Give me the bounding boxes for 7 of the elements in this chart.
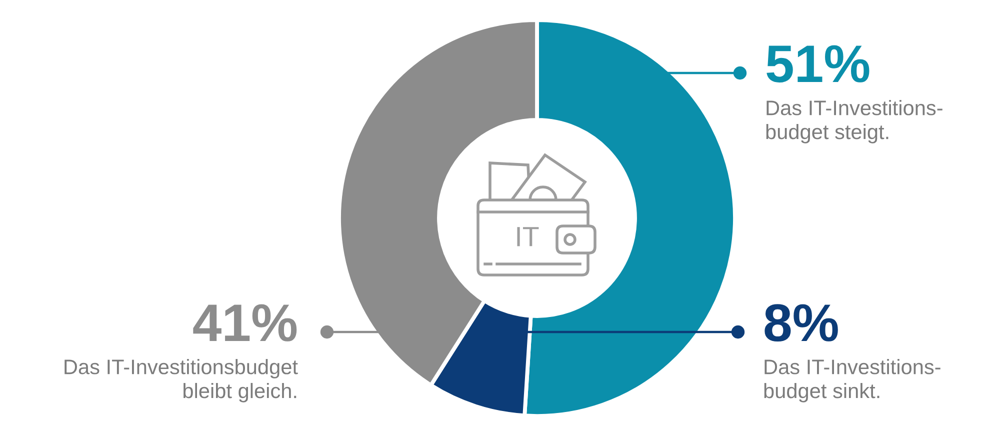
slice-label: Das IT-Investitions- budget sinkt. [764, 359, 940, 402]
slice-label: Das IT-Investitions- budget steigt. [766, 100, 942, 144]
data-label: 41% [193, 304, 297, 342]
data-label: 8% [764, 304, 838, 342]
text: IT [517, 227, 539, 246]
data-label: 51% [766, 45, 870, 83]
slice-label: Das IT-Investitionsbudget bleibt gleich. [64, 359, 298, 402]
